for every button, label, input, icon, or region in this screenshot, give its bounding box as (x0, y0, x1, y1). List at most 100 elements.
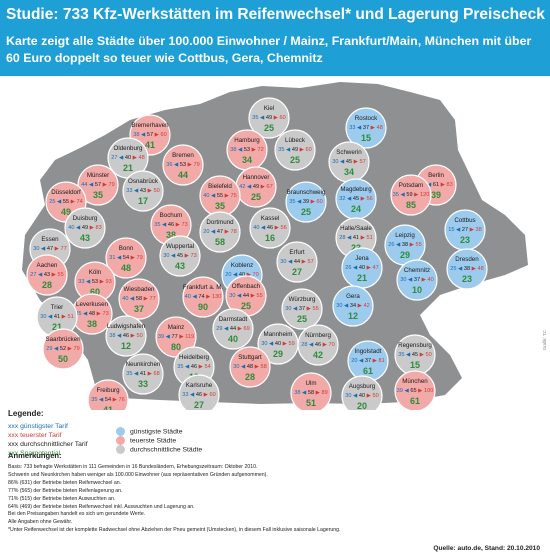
savings-value: 21 (52, 322, 62, 332)
red-right-arrow-icon: ▶ (413, 192, 420, 198)
red-right-arrow-icon: ▶ (131, 155, 138, 161)
city-tariffs: 20 ◀ 47 ▶ 78 (203, 229, 237, 235)
legend-row-expensive: xxx teuerster Tarif (8, 431, 308, 440)
city-marker: Darmstadt 29 ◀ 44 ▶ 69 40 (212, 308, 254, 350)
expensive-value: 48 (478, 266, 484, 272)
savings-value: 10 (412, 285, 422, 295)
city-label: Darmstadt (219, 316, 248, 323)
savings-value: 51 (306, 398, 316, 408)
average-value: 49 (266, 115, 272, 121)
notes-line: 64% (469) der Betriebe bieten Reifenwech… (8, 503, 195, 510)
expensive-value: 55 (416, 242, 422, 248)
blue-left-arrow-icon: ◀ (345, 235, 352, 241)
average-value: 39 (303, 199, 309, 205)
cheapest-value: 40 (68, 225, 74, 231)
average-value: 45 (346, 159, 352, 165)
red-right-arrow-icon: ▶ (53, 246, 60, 252)
blue-left-arrow-icon: ◀ (36, 272, 43, 278)
average-value: 40 (239, 272, 245, 278)
red-right-arrow-icon: ▶ (250, 147, 257, 153)
city-circle (118, 278, 160, 320)
notes-title: Anmerkungen: (8, 451, 62, 460)
city-marker: Wiesbaden 40 ◀ 58 ▶ 77 37 (118, 278, 160, 320)
red-right-arrow-icon: ▶ (420, 277, 427, 283)
savings-value: 25 (297, 314, 307, 324)
expensive-value: 100 (424, 388, 433, 394)
red-right-arrow-icon: ▶ (146, 371, 153, 377)
savings-value: 24 (351, 204, 361, 214)
city-marker: Frankfurt a. M. 40 ◀ 74 ▶ 130 90 (182, 276, 224, 318)
red-right-arrow-icon: ▶ (69, 199, 76, 205)
cheapest-value: 30 (280, 259, 286, 265)
city-circle (42, 328, 84, 370)
city-marker: Schwerin 30 ◀ 45 ▶ 57 34 (328, 141, 370, 183)
savings-value: 23 (351, 243, 361, 253)
red-right-arrow-icon: ▶ (223, 229, 230, 235)
page-subtitle: Karte zeigt alle Städte über 100.000 Ein… (6, 34, 532, 65)
city-marker: Chemnitz 30 ◀ 37 ▶ 40 10 (396, 259, 438, 301)
city-tariffs: 35 ◀ 49 ▶ 60 (278, 147, 312, 153)
savings-value: 23 (460, 235, 470, 245)
blue-left-arrow-icon: ◀ (172, 162, 179, 168)
city-label: Koblenz (231, 262, 253, 269)
average-value: 41 (54, 314, 60, 320)
city-label: Oldenburg (114, 145, 143, 152)
city-label: Leipzig (395, 232, 415, 239)
expensive-value: 48 (377, 125, 383, 131)
average-value: 46 (168, 222, 174, 228)
city-label: Regensburg (398, 342, 432, 349)
cheapest-value: 30 (40, 314, 46, 320)
legend-circle-expensive: teuerste Städte (116, 436, 202, 445)
expensive-value: 60 (161, 132, 167, 138)
blue-left-arrow-icon: ◀ (342, 303, 349, 309)
savings-value: 25 (264, 123, 274, 133)
city-marker: Ludwigshafen 38 ◀ 46 ▶ 50 12 (105, 315, 147, 357)
average-value: 40 (125, 155, 131, 161)
cheapest-value: 30 (400, 277, 406, 283)
city-marker: Würzburg 30 ◀ 37 ▶ 55 25 (281, 288, 323, 330)
city-tariffs: 20 ◀ 37 ▶ 81 (351, 358, 385, 364)
blue-left-arrow-icon: ◀ (404, 352, 411, 358)
savings-value: 50 (58, 354, 68, 364)
city-tariffs: 25 ◀ 55 ▶ 74 (49, 199, 83, 205)
blue-left-arrow-icon: ◀ (406, 277, 413, 283)
city-tariffs: 30 ◀ 34 ▶ 42 (336, 303, 370, 309)
blue-left-arrow-icon: ◀ (169, 253, 176, 259)
city-tariffs: 38 ◀ 58 ▶ 89 (294, 390, 328, 396)
cheapest-value: 40 (185, 294, 191, 300)
savings-value: 90 (198, 302, 208, 312)
average-value: 46 (267, 225, 273, 231)
red-right-arrow-icon: ▶ (417, 388, 424, 394)
average-value: 38 (402, 242, 408, 248)
expensive-value: 58 (261, 364, 267, 370)
red-right-arrow-icon: ▶ (146, 188, 153, 194)
city-marker: Magdeburg 32 ◀ 45 ▶ 56 24 (335, 178, 377, 220)
city-tariffs: 27 ◀ 43 ▶ 55 (30, 272, 64, 278)
cheapest-value: 25 (450, 266, 456, 272)
average-value: 47 (217, 229, 223, 235)
red-right-arrow-icon: ▶ (272, 115, 279, 121)
cheapest-value: 44 (81, 182, 87, 188)
average-value: 57 (95, 182, 101, 188)
red-right-arrow-icon: ▶ (309, 199, 316, 205)
red-right-arrow-icon: ▶ (298, 147, 305, 153)
cheapest-value: 35 (154, 222, 160, 228)
cheapest-value: 35 (289, 199, 295, 205)
expensive-value: 57 (360, 159, 366, 165)
savings-value: 58 (215, 237, 225, 247)
average-value: 40 (359, 265, 365, 271)
gray-circle-icon (116, 445, 125, 454)
average-value: 37 (363, 125, 369, 131)
notes-line: 77% (565) der Betriebe bieten Reifenlage… (8, 487, 123, 494)
city-label: Chemnitz (404, 267, 430, 274)
city-marker: Dortmund 20 ◀ 47 ▶ 78 58 (199, 211, 241, 253)
city-label: Freiburg (96, 387, 120, 394)
blue-left-arrow-icon: ◀ (456, 266, 463, 272)
notes-line: Schwerin und Neunkirchen haben weniger a… (8, 471, 268, 478)
average-value: 40 (275, 341, 281, 347)
red-right-arrow-icon: ▶ (153, 132, 160, 138)
blue-left-arrow-icon: ◀ (115, 255, 122, 261)
savings-value: 27 (292, 267, 302, 277)
savings-value: 41 (103, 405, 113, 410)
